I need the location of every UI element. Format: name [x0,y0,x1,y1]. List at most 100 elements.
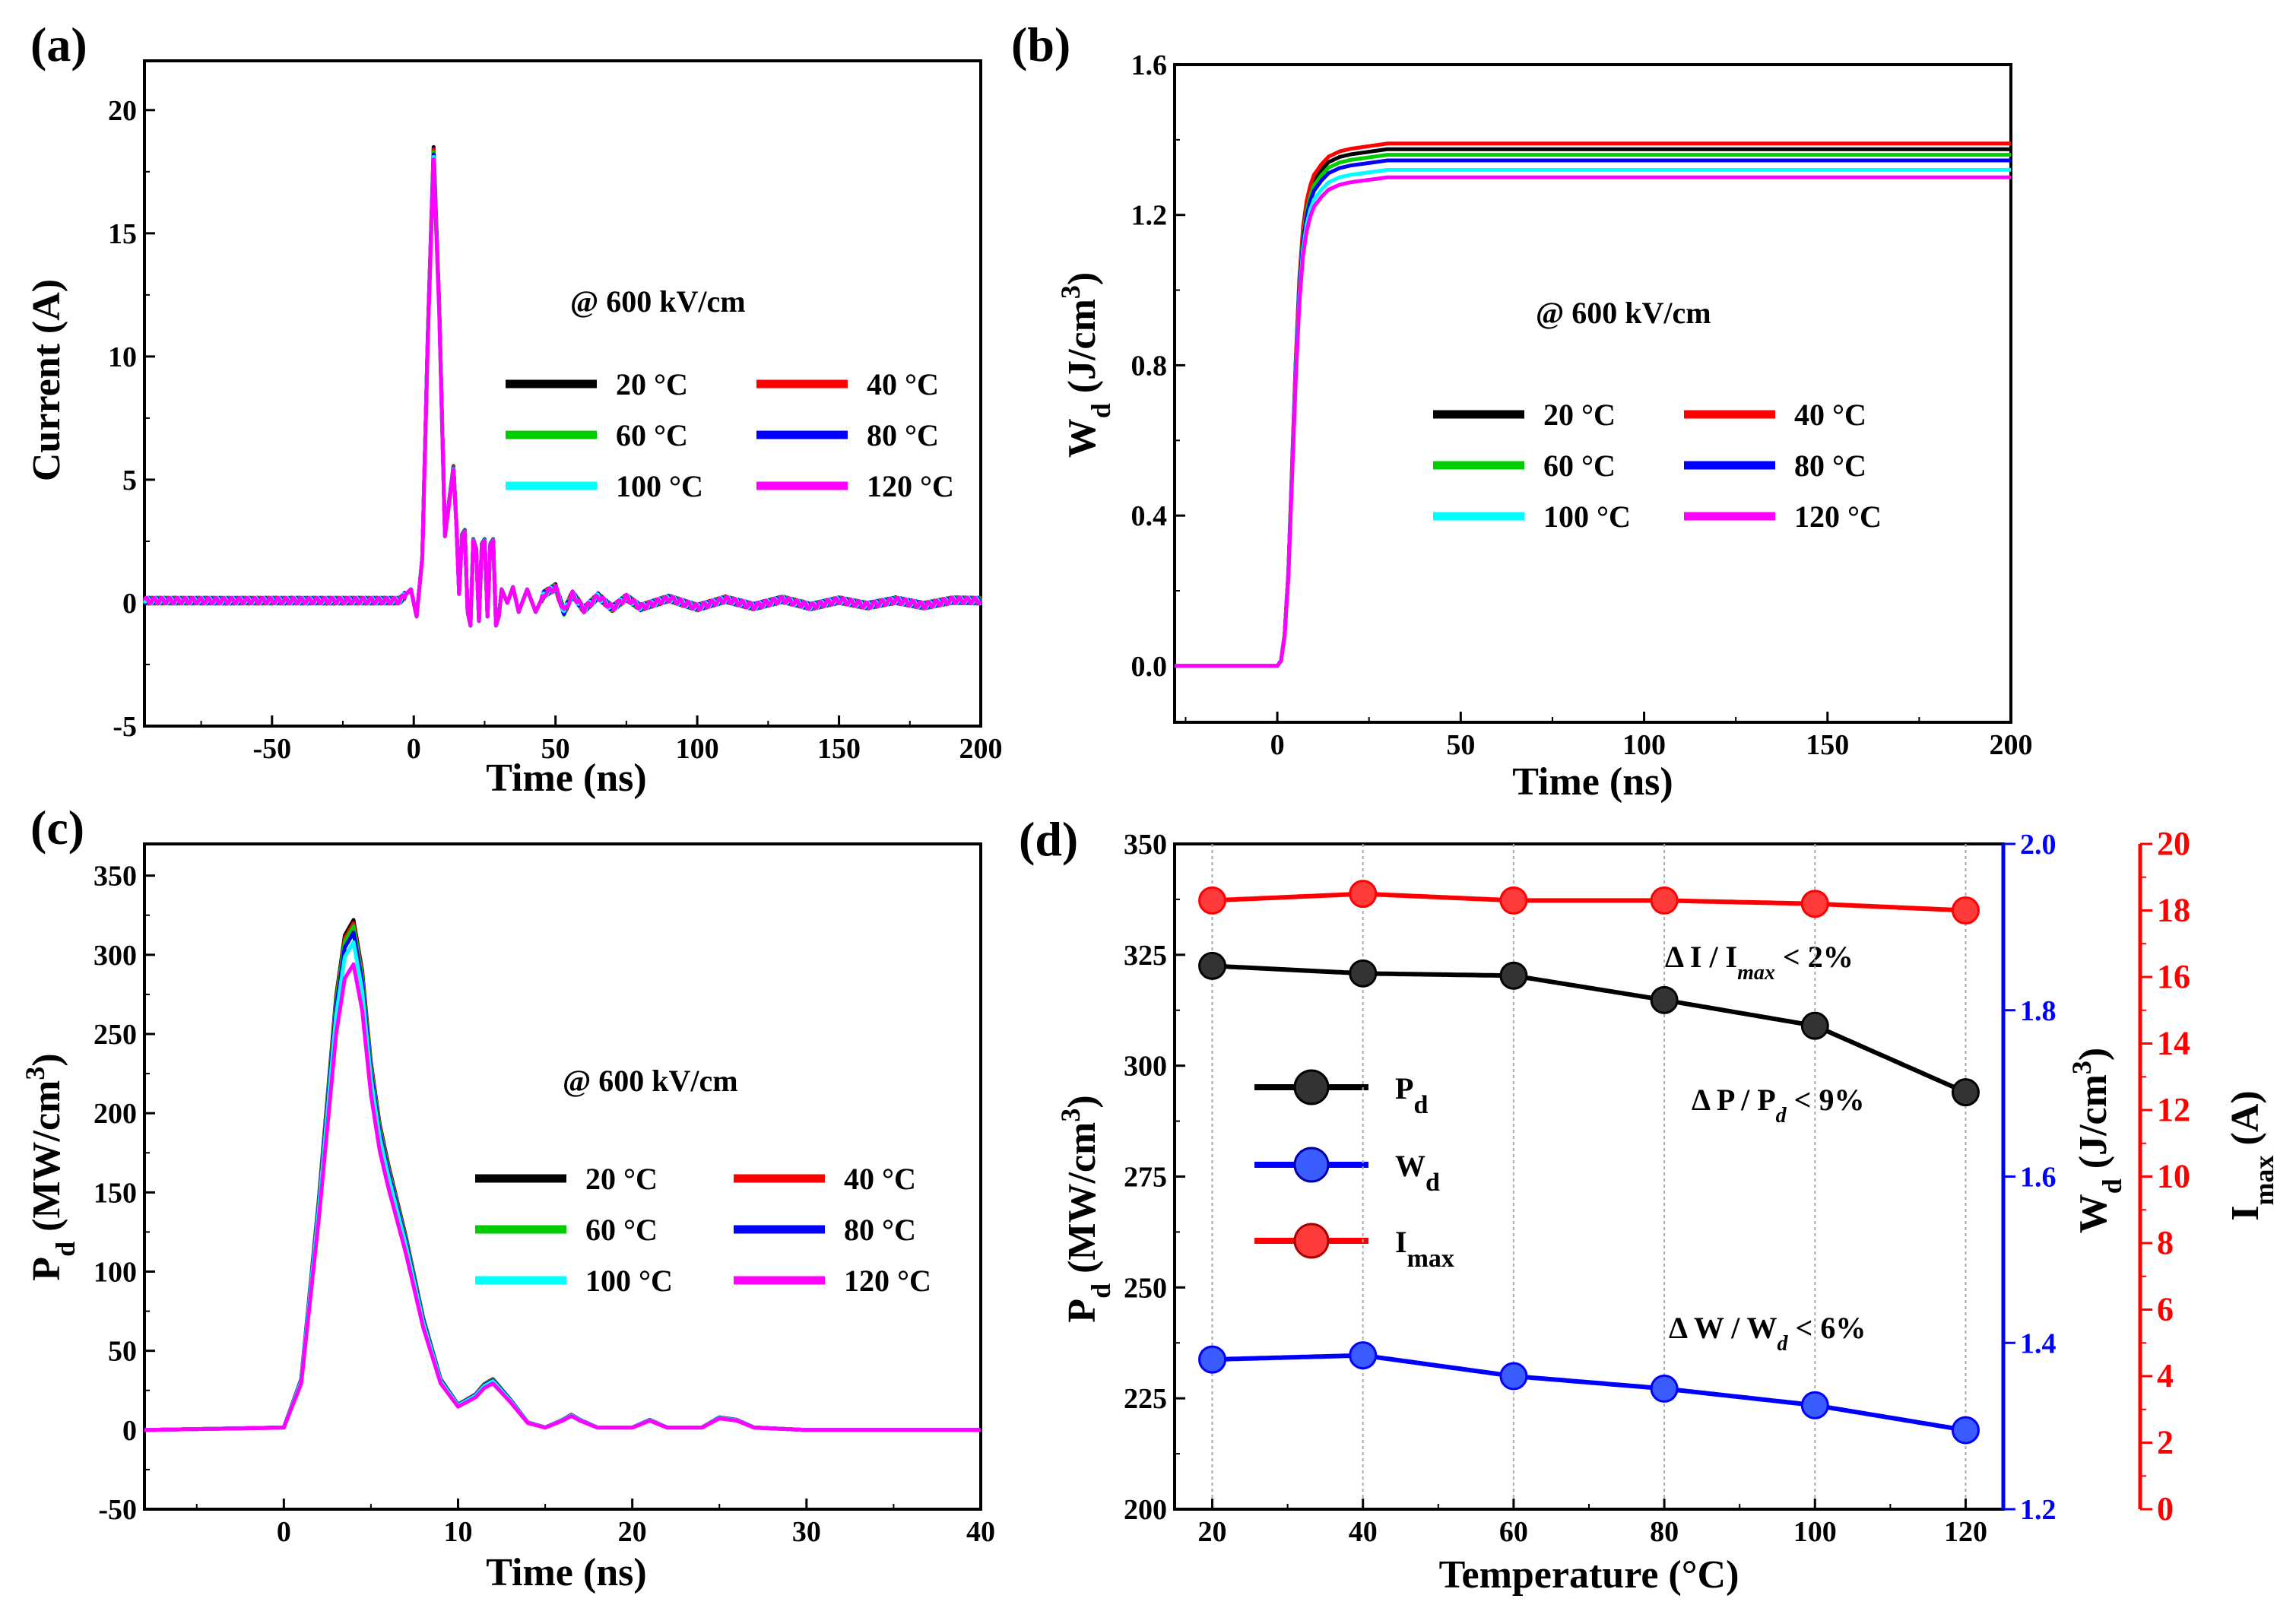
panel-d-ylabel-middle-sup: 3 [2066,1061,2097,1074]
legend-pd-label-sub: d [1413,1091,1428,1119]
panel-d-ylabel-right: Imax (A) [2224,1090,2277,1220]
legend-wd-marker [1293,1147,1330,1183]
panel-a-series-line [142,157,983,627]
panel-c-ylabel-close: ) [25,1053,68,1066]
panel-c-ytick-label: 150 [94,1177,137,1209]
panel-d-middle-ytick-label: 1.8 [2020,995,2057,1027]
panel-a-ytick-label: 20 [108,95,137,127]
panel-d-left-ytick-label: 350 [1124,829,1167,861]
panel-b-series-line [1173,175,2012,668]
panel-d-marker [1499,1362,1528,1391]
panel-d-left-ytick-label: 325 [1124,940,1167,972]
panel-b-ylabel: Wd (J/cm3) [1055,272,1116,458]
panel-d-marker [1198,886,1227,915]
panel-c-xtick-label: 0 [277,1516,291,1548]
panel-c-xtick-label: 30 [792,1516,821,1548]
panel-d-ylabel-right-main: I [2224,1205,2267,1220]
panel-d-annotation-power-tail: < 9% [1787,1083,1865,1117]
panel-a-label: (a) [30,17,87,71]
panel-d-ylabel-middle: Wd (J/cm3) [2066,1048,2127,1234]
panel-d-right-ytick-label: 2 [2157,1424,2174,1461]
panel-a-xtick-label: 200 [959,733,1003,765]
panel-d-ylabel-left-sub: d [1086,1283,1116,1299]
panel-b-xlabel: Time (ns) [1512,760,1673,804]
panel-d-marker [1951,896,1980,925]
panel-d-ylabel-right-sub: max [2249,1155,2277,1205]
panel-d-series-line [1212,963,1967,1095]
panel-d-xlabel: Temperature (°C) [1439,1553,1739,1597]
panel-c-legend-label: 120 °C [844,1264,931,1298]
panel-d-marker [1198,951,1227,980]
panel-d-middle-ytick-label: 1.4 [2020,1327,2057,1359]
panel-d-right-ytick-label: 16 [2157,958,2190,995]
panel-a-ytick-label: -5 [113,711,137,743]
panel-c-legend-label: 60 °C [585,1213,658,1247]
panel-b-ylabel-unit: (J/cm [1061,299,1104,403]
panel-a-frame [143,59,982,728]
panel-d-left-ytick-label: 275 [1124,1162,1167,1194]
panel-d-right-ytick-label: 6 [2157,1291,2174,1328]
panel-b-legend-label: 100 °C [1543,500,1631,534]
panel-d: 20 40 60 80 100 120200225250275300325350Tempe… [1124,825,2190,1597]
panel-d-ylabel-middle-unit: (J/cm [2072,1074,2115,1178]
panel-d-label: (d) [1019,812,1078,866]
panel-a-legend-label: 80 °C [867,418,939,452]
panel-b-legend-label: 80 °C [1794,449,1866,483]
panel-d-annotation-current-tail: < 2% [1775,940,1854,974]
panel-d-xtick-label: 120 [1944,1516,1987,1548]
legend-pd-marker [1293,1069,1330,1105]
panel-c-ytick-label: 0 [122,1415,137,1447]
panel-d-marker [1650,985,1679,1014]
panel-c-legend-label: 40 °C [844,1162,916,1196]
panel-c-ytick-label: -50 [98,1494,137,1526]
panel-b-annotation: @ 600 kV/cm [1536,296,1711,330]
panel-c-ytick-label: 250 [94,1019,137,1051]
panel-d-xtick-label: 80 [1650,1516,1679,1548]
panel-a-legend-label: 100 °C [616,469,703,503]
panel-d-marker [1198,1345,1227,1374]
panel-d-xtick-label: 100 [1793,1516,1837,1548]
panel-d-annotation-energy: Δ W / Wd < 6% [1669,1311,1866,1356]
panel-b: 0 50 100 150 200 0.0 0.4 0.8 1.2 1.6 Time (ns) @ 60… [1131,49,2033,804]
panel-b-xtick-label: 100 [1622,729,1666,761]
panel-c-xtick-label: 40 [966,1516,995,1548]
panel-d-xtick-label: 40 [1349,1516,1378,1548]
panel-b-ylabel-close: ) [1061,272,1104,285]
panel-d-marker [1499,961,1528,990]
panel-a-legend-label: 20 °C [616,367,688,401]
panel-c-annotation: @ 600 kV/cm [563,1064,738,1098]
panel-b-ytick-label: 1.6 [1131,49,1168,81]
panel-c-xtick-label: 10 [444,1516,473,1548]
panel-b-legend-label: 20 °C [1543,398,1616,432]
legend-wd-label-main: W [1395,1149,1426,1183]
legend-imax-marker [1293,1223,1330,1259]
panel-d-marker [1349,1341,1378,1370]
panel-c-xlabel: Time (ns) [486,1551,646,1594]
legend-wd-label-sub: d [1426,1169,1440,1197]
panel-d-annotation-current: Δ I / Imax < 2% [1665,940,1854,985]
panel-b-ytick-label: 0.4 [1131,500,1168,532]
panel-d-ylabel-middle-main: W [2072,1194,2115,1233]
panel-a-xlabel: Time (ns) [486,756,646,800]
panel-d-xtick-label: 20 [1198,1516,1227,1548]
panel-b-xtick-label: 0 [1270,729,1285,761]
panel-d-marker [1349,959,1378,988]
panel-d-middle-ytick-label: 1.2 [2020,1494,2057,1526]
panel-c-series-line [143,962,982,1432]
panel-c-xtick-label: 20 [618,1516,647,1548]
panel-d-ylabel-left-main: P [1061,1299,1104,1323]
panel-d-marker [1499,886,1528,915]
panel-c-ytick-label: 100 [94,1257,137,1289]
panel-b-series-line [1173,158,2012,668]
panel-a-xtick-label: 150 [817,733,861,765]
panel-c-ylabel-main: P [25,1257,68,1281]
panel-d-middle-ytick-label: 1.6 [2020,1162,2057,1194]
panel-d-annotation-energy-main: Δ W / W [1669,1311,1778,1345]
panel-a-ylabel: Current (A) [25,279,68,481]
panel-c-legend-label: 20 °C [585,1162,658,1196]
panel-c-ylabel: Pd (MW/cm3) [20,1053,81,1280]
panel-b-ylabel-main: W [1061,418,1104,458]
